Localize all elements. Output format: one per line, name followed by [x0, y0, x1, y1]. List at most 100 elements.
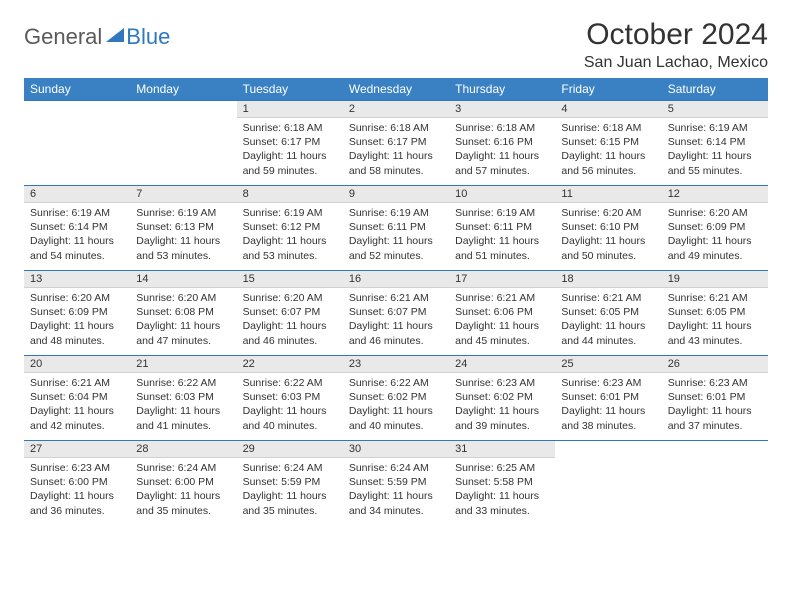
sunset-label: Sunset:: [243, 476, 282, 488]
weekday-header: Thursday: [449, 78, 555, 101]
sunset-label: Sunset:: [243, 221, 282, 233]
sunrise-value: 6:20 AM: [71, 292, 110, 304]
sunrise-label: Sunrise:: [349, 462, 390, 474]
sunset-label: Sunset:: [243, 136, 282, 148]
day-detail-cell: Sunrise: 6:20 AMSunset: 6:10 PMDaylight:…: [555, 203, 661, 271]
month-title: October 2024: [584, 18, 768, 52]
day-number-cell: 23: [343, 356, 449, 373]
day-number-cell: 1: [237, 101, 343, 118]
daylight-label: Daylight:: [455, 405, 499, 417]
sunset-label: Sunset:: [561, 306, 600, 318]
sunrise-label: Sunrise:: [349, 207, 390, 219]
day-detail-cell: Sunrise: 6:22 AMSunset: 6:02 PMDaylight:…: [343, 373, 449, 441]
sunset-label: Sunset:: [455, 476, 494, 488]
day-detail-cell: Sunrise: 6:24 AMSunset: 6:00 PMDaylight:…: [130, 458, 236, 526]
daylight-label: Daylight:: [668, 150, 712, 162]
sunrise-label: Sunrise:: [668, 207, 709, 219]
day-number-row: 20212223242526: [24, 356, 768, 373]
sunset-value: 6:12 PM: [281, 221, 320, 233]
day-detail-cell: Sunrise: 6:24 AMSunset: 5:59 PMDaylight:…: [343, 458, 449, 526]
sunrise-value: 6:23 AM: [71, 462, 110, 474]
weekday-header: Tuesday: [237, 78, 343, 101]
sunrise-value: 6:20 AM: [603, 207, 642, 219]
sunset-label: Sunset:: [136, 306, 175, 318]
day-number-cell: [662, 441, 768, 458]
sunset-value: 6:02 PM: [387, 391, 426, 403]
weekday-header-row: Sunday Monday Tuesday Wednesday Thursday…: [24, 78, 768, 101]
logo: General Blue: [24, 18, 170, 50]
sunrise-value: 6:21 AM: [71, 377, 110, 389]
sunset-value: 6:04 PM: [69, 391, 108, 403]
sunrise-label: Sunrise:: [455, 207, 496, 219]
sunset-value: 6:11 PM: [494, 221, 532, 233]
sunset-value: 6:03 PM: [175, 391, 214, 403]
day-number-cell: 8: [237, 186, 343, 203]
day-number-cell: 13: [24, 271, 130, 288]
day-detail-cell: Sunrise: 6:19 AMSunset: 6:12 PMDaylight:…: [237, 203, 343, 271]
sunset-value: 6:08 PM: [175, 306, 214, 318]
day-number-cell: 15: [237, 271, 343, 288]
sunrise-label: Sunrise:: [243, 122, 284, 134]
weekday-header: Sunday: [24, 78, 130, 101]
sunrise-value: 6:20 AM: [709, 207, 748, 219]
day-number-cell: 24: [449, 356, 555, 373]
day-detail-cell: Sunrise: 6:21 AMSunset: 6:07 PMDaylight:…: [343, 288, 449, 356]
sunset-label: Sunset:: [30, 221, 69, 233]
day-number-row: 12345: [24, 101, 768, 118]
sunset-value: 6:09 PM: [706, 221, 745, 233]
sunrise-value: 6:23 AM: [603, 377, 642, 389]
weekday-header: Monday: [130, 78, 236, 101]
sunrise-value: 6:25 AM: [497, 462, 536, 474]
logo-text-general: General: [24, 24, 102, 50]
sunrise-value: 6:21 AM: [390, 292, 429, 304]
sunrise-label: Sunrise:: [455, 377, 496, 389]
weekday-header: Saturday: [662, 78, 768, 101]
sunrise-label: Sunrise:: [136, 462, 177, 474]
sunrise-label: Sunrise:: [30, 292, 71, 304]
day-number-cell: [130, 101, 236, 118]
sunset-value: 6:05 PM: [706, 306, 745, 318]
sunrise-value: 6:21 AM: [603, 292, 642, 304]
sunrise-label: Sunrise:: [349, 122, 390, 134]
day-detail-row: Sunrise: 6:21 AMSunset: 6:04 PMDaylight:…: [24, 373, 768, 441]
day-detail-cell: Sunrise: 6:23 AMSunset: 6:01 PMDaylight:…: [662, 373, 768, 441]
daylight-label: Daylight:: [349, 320, 393, 332]
sunset-label: Sunset:: [349, 136, 388, 148]
sunset-label: Sunset:: [455, 136, 494, 148]
daylight-label: Daylight:: [30, 490, 74, 502]
day-number-cell: 9: [343, 186, 449, 203]
day-detail-cell: Sunrise: 6:25 AMSunset: 5:58 PMDaylight:…: [449, 458, 555, 526]
day-number-cell: 18: [555, 271, 661, 288]
sunset-value: 6:17 PM: [387, 136, 426, 148]
sunset-value: 6:15 PM: [600, 136, 639, 148]
sunset-label: Sunset:: [349, 221, 388, 233]
sunset-value: 6:10 PM: [600, 221, 639, 233]
day-number-cell: 19: [662, 271, 768, 288]
sunrise-value: 6:21 AM: [497, 292, 536, 304]
day-number-cell: 2: [343, 101, 449, 118]
sunset-label: Sunset:: [30, 306, 69, 318]
sunrise-label: Sunrise:: [455, 292, 496, 304]
day-detail-cell: Sunrise: 6:19 AMSunset: 6:11 PMDaylight:…: [343, 203, 449, 271]
sunrise-label: Sunrise:: [30, 207, 71, 219]
sunrise-label: Sunrise:: [561, 377, 602, 389]
sunset-label: Sunset:: [30, 476, 69, 488]
sunrise-label: Sunrise:: [349, 292, 390, 304]
sunrise-value: 6:19 AM: [284, 207, 323, 219]
daylight-label: Daylight:: [243, 320, 287, 332]
day-number-cell: 21: [130, 356, 236, 373]
header: General Blue October 2024 San Juan Lacha…: [24, 18, 768, 72]
day-number-cell: 20: [24, 356, 130, 373]
day-detail-cell: Sunrise: 6:19 AMSunset: 6:13 PMDaylight:…: [130, 203, 236, 271]
sunrise-label: Sunrise:: [30, 377, 71, 389]
day-number-cell: 25: [555, 356, 661, 373]
sunrise-value: 6:24 AM: [178, 462, 217, 474]
day-detail-cell: Sunrise: 6:22 AMSunset: 6:03 PMDaylight:…: [237, 373, 343, 441]
sunrise-label: Sunrise:: [668, 122, 709, 134]
daylight-label: Daylight:: [136, 235, 180, 247]
sunrise-value: 6:20 AM: [284, 292, 323, 304]
logo-triangle-icon: [106, 28, 124, 42]
daylight-label: Daylight:: [136, 405, 180, 417]
daylight-label: Daylight:: [243, 235, 287, 247]
logo-text-blue: Blue: [126, 24, 170, 50]
